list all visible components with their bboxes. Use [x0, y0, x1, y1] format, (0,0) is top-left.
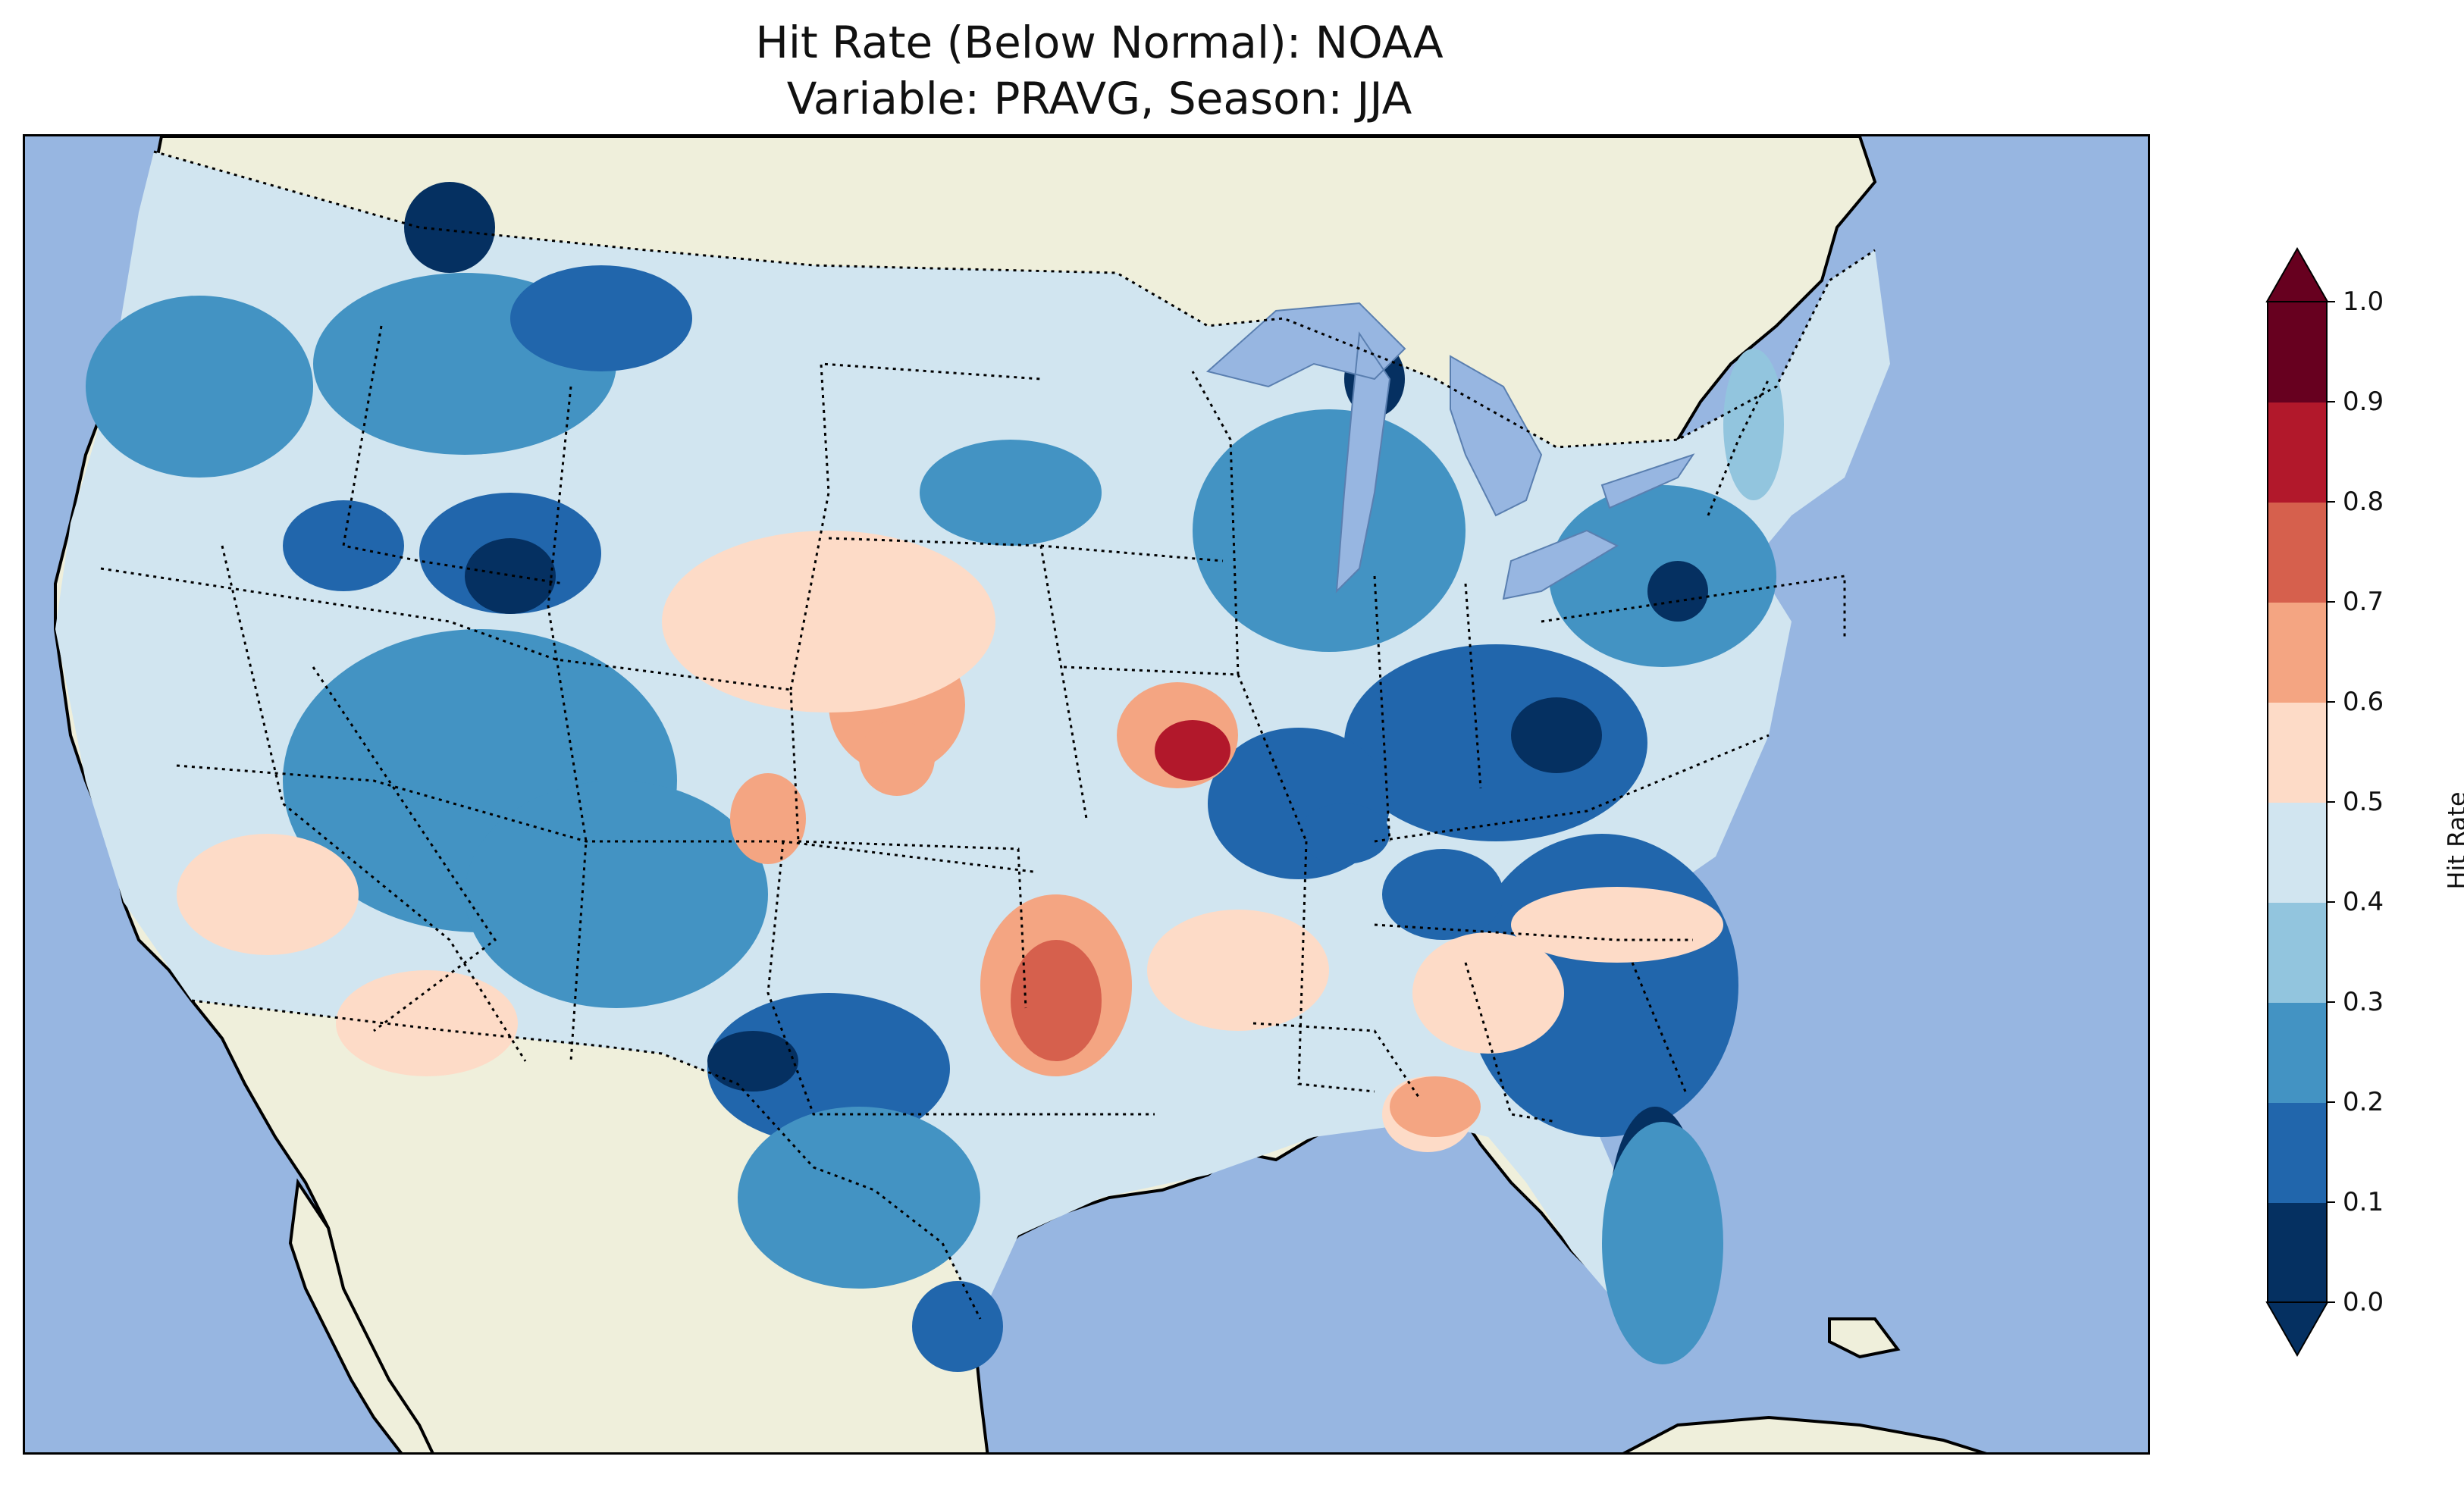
- land-cuba: [1828, 1317, 1901, 1359]
- great-lakes: [1205, 302, 1695, 600]
- colorbar-label: Hit Rate: [2442, 791, 2464, 890]
- figure-subtitle: Variable: PRAVG, Season: JJA: [786, 73, 1412, 124]
- colorbar-bin-0.3-0.4: [2267, 902, 2328, 1003]
- colorbar-tick-label: 0.2: [2343, 1087, 2384, 1117]
- colorbar-tick-label: 0.6: [2343, 687, 2384, 717]
- map-canvas: [25, 136, 2148, 1452]
- colorbar-bin-0.9-1.0: [2267, 302, 2328, 402]
- field-pnw-blob: [86, 296, 313, 478]
- field-oklahoma-core: [1011, 940, 1102, 1061]
- colorbar-bin-0.1-0.2: [2267, 1102, 2328, 1203]
- colorbar-tick-label: 1.0: [2343, 287, 2384, 317]
- colorbar-bar: [2265, 246, 2335, 1358]
- map-panel: [23, 134, 2150, 1455]
- field-kentucky-core: [1511, 697, 1602, 773]
- field-carolina-pale: [1511, 887, 1723, 963]
- field-california-pale: [177, 834, 359, 955]
- field-n-idaho: [404, 182, 495, 273]
- colorbar-tick-label: 0.3: [2343, 987, 2384, 1017]
- field-arizona: [465, 781, 768, 1008]
- colorbar-tick-label: 0.8: [2343, 487, 2384, 517]
- field-new-england: [1723, 349, 1784, 500]
- field-missouri-core: [1299, 803, 1390, 864]
- field-west-texas-core: [707, 1031, 798, 1092]
- figure-title: Hit Rate (Below Normal): NOAA: [755, 17, 1444, 68]
- field-socal-pale: [336, 970, 518, 1076]
- field-iowa-core: [1155, 720, 1230, 781]
- field-dakotas: [920, 440, 1102, 546]
- field-michigan-wisconsin: [1193, 409, 1466, 652]
- colorbar-bin-0.5-0.6: [2267, 702, 2328, 803]
- colorbar-bin-0.7-0.8: [2267, 502, 2328, 603]
- land-yucatan: [1622, 1415, 1987, 1452]
- field-ny-core: [1647, 561, 1708, 622]
- colorbar-tick-label: 0.1: [2343, 1187, 2384, 1217]
- field-montana-blob: [510, 265, 692, 371]
- colorbar-bin-0.2-0.3: [2267, 1002, 2328, 1103]
- colorbar-bin-0.4-0.5: [2267, 802, 2328, 903]
- field-s-texas-tip: [912, 1281, 1003, 1372]
- colorbar-extend-max: [2265, 246, 2329, 302]
- field-south-texas: [738, 1107, 980, 1289]
- colorbar: 0.0 0.1 0.2 0.3 0.4 0.5 0.6 0.7 0.8 0.9 1.0: [2259, 241, 2456, 1363]
- field-florida: [1602, 1122, 1723, 1364]
- land-baja: [288, 1178, 434, 1452]
- colorbar-bin-0.6-0.7: [2267, 602, 2328, 703]
- field-mississippi-warm: [1390, 1076, 1481, 1137]
- field-alabama-pale: [1412, 932, 1564, 1054]
- international-border: [153, 150, 1876, 449]
- field-colorado-warm: [730, 773, 806, 864]
- state-borders: [100, 325, 1846, 1123]
- field-ohio-valley: [1344, 644, 1647, 841]
- colorbar-tick-label: 0.9: [2343, 387, 2384, 417]
- colorbar-outline: [2267, 301, 2328, 1303]
- colorbar-tick-label: 0.4: [2343, 887, 2384, 917]
- field-arkansas-pale: [1147, 910, 1329, 1031]
- hit-rate-field: [55, 152, 1890, 1372]
- field-oregon-core: [283, 500, 404, 591]
- colorbar-bin-0.0-0.1: [2267, 1202, 2328, 1303]
- colorbar-tick-label: 0.7: [2343, 587, 2384, 617]
- field-west-texas: [707, 993, 950, 1145]
- colorbar-bin-0.8-0.9: [2267, 402, 2328, 503]
- field-nebraska-core: [859, 720, 935, 796]
- colorbar-tick-label: 0.0: [2343, 1287, 2384, 1317]
- colorbar-tick-label: 0.5: [2343, 787, 2384, 817]
- mexico-border: [191, 999, 982, 1320]
- field-wyoming-core: [465, 538, 556, 614]
- field-plains-pale: [662, 531, 995, 713]
- colorbar-extend-min: [2265, 1301, 2329, 1358]
- field-tennessee: [1382, 849, 1503, 940]
